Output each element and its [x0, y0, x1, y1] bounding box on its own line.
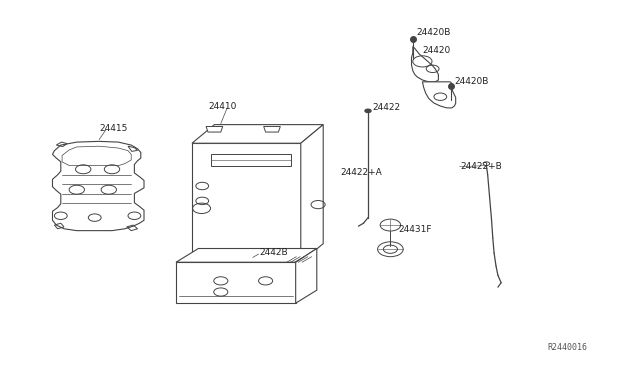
- Polygon shape: [206, 126, 223, 132]
- Text: 24422+A: 24422+A: [340, 169, 382, 177]
- Polygon shape: [264, 126, 280, 132]
- Polygon shape: [176, 248, 317, 262]
- Text: 24415: 24415: [99, 124, 127, 133]
- Polygon shape: [176, 262, 296, 303]
- Text: 24420: 24420: [422, 46, 451, 55]
- Polygon shape: [301, 125, 323, 262]
- Circle shape: [365, 109, 371, 113]
- Text: 24410: 24410: [208, 102, 236, 110]
- Polygon shape: [422, 82, 456, 108]
- Text: 24420B: 24420B: [454, 77, 489, 86]
- Text: 24422: 24422: [372, 103, 401, 112]
- Polygon shape: [192, 143, 301, 262]
- Text: 2442B: 2442B: [259, 248, 288, 257]
- Text: R2440016: R2440016: [547, 343, 588, 352]
- Text: 24431F: 24431F: [398, 225, 431, 234]
- Polygon shape: [412, 46, 438, 82]
- Text: 24420B: 24420B: [416, 28, 451, 37]
- Polygon shape: [192, 125, 323, 143]
- Polygon shape: [52, 141, 144, 231]
- Text: 24422+B: 24422+B: [461, 162, 502, 171]
- Polygon shape: [296, 248, 317, 303]
